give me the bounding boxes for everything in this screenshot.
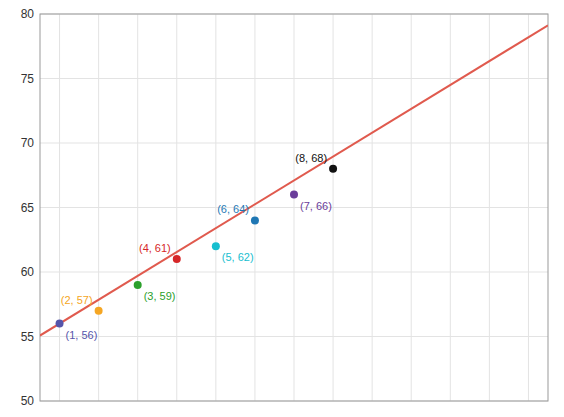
data-label: (5, 62)	[222, 251, 254, 263]
scatter-point	[95, 307, 103, 315]
y-grid-line	[40, 78, 548, 79]
y-tick-label: 55	[21, 330, 35, 344]
plot-frame	[40, 14, 548, 401]
y-grid-line	[40, 143, 548, 144]
y-tick-label: 65	[21, 201, 35, 215]
scatter-point	[251, 216, 259, 224]
data-label: (3, 59)	[144, 290, 176, 302]
data-label: (8, 68)	[295, 152, 327, 164]
y-tick-label: 75	[21, 72, 35, 86]
scatter-point	[329, 165, 337, 173]
y-grid-line	[40, 336, 548, 337]
plot-area	[40, 25, 548, 335]
y-tick-label: 70	[21, 136, 35, 150]
y-grid-line	[40, 272, 548, 273]
scatter-point	[134, 281, 142, 289]
scatter-point	[173, 255, 181, 263]
scatter-point	[56, 320, 64, 328]
scatter-point	[212, 242, 220, 250]
y-grid-line	[40, 207, 548, 208]
scatter-point	[290, 191, 298, 199]
data-labels: (1, 56) (2, 57) (3, 59) (4, 61) (5, 62) (6, 6…	[61, 152, 332, 341]
grid	[40, 14, 548, 401]
data-label: (4, 61)	[139, 242, 171, 254]
axes: 50 55 60 65 70 75 80	[21, 7, 35, 408]
data-label: (7, 66)	[300, 200, 332, 212]
data-label: (6, 64)	[217, 203, 249, 215]
data-label: (2, 57)	[61, 294, 93, 306]
y-tick-label: 80	[21, 7, 35, 21]
y-tick-label: 60	[21, 265, 35, 279]
trend-line	[40, 25, 548, 335]
y-tick-label: 50	[21, 394, 35, 408]
chart: 50 55 60 65 70 75 80 (1, 56) (2, 57) (3, 59) (4, 6…	[0, 0, 564, 417]
data-label: (1, 56)	[66, 329, 98, 341]
